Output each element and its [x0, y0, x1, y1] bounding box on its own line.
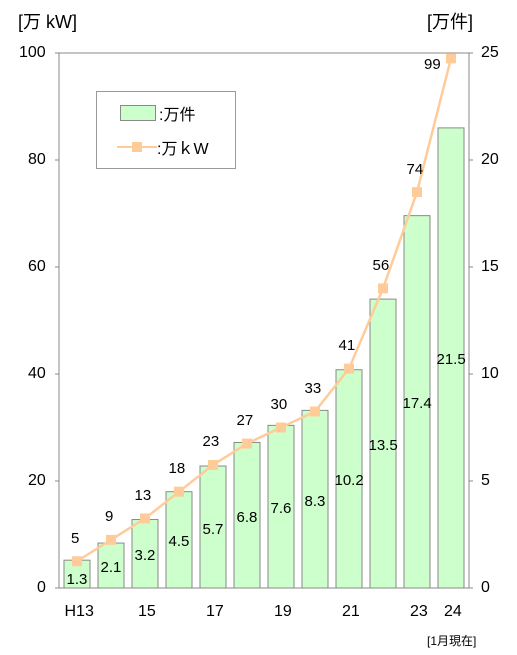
bar-value-label: 8.3 — [304, 492, 326, 510]
right-axis-tick-label: 0 — [481, 579, 490, 596]
legend: :万件 :万ｋW — [96, 91, 236, 169]
line-marker-8 — [344, 363, 354, 374]
line-marker-9 — [378, 283, 388, 294]
legend-item-line: :万ｋW — [97, 136, 209, 158]
bar-1 — [97, 542, 125, 589]
x-axis-tick-label: 21 — [342, 603, 360, 620]
line-marker-1 — [106, 534, 116, 545]
left-axis-tick-label: 60 — [28, 258, 46, 275]
line-value-label: 56 — [372, 256, 390, 274]
right-axis-tick-label: 15 — [481, 258, 499, 275]
line-value-label: 27 — [236, 412, 254, 430]
bar-value-label: 6.8 — [236, 508, 258, 526]
bar-10 — [403, 215, 431, 589]
line-value-label: 74 — [406, 160, 424, 178]
line-value-label: 33 — [304, 379, 322, 397]
line-marker-2 — [140, 513, 150, 524]
bar-9 — [369, 298, 397, 589]
x-axis-tick-label: 15 — [138, 603, 156, 620]
bar-value-label: 21.5 — [436, 351, 466, 369]
bar-value-label: 13.5 — [368, 437, 398, 455]
line-marker-6 — [276, 422, 286, 433]
bar-value-label: 3.2 — [134, 547, 156, 565]
right-axis-tick-label: 5 — [481, 472, 490, 489]
line-value-label: 9 — [105, 508, 114, 526]
x-axis-tick-label: 19 — [274, 603, 292, 620]
x-axis-tick-label: 24 — [444, 603, 462, 620]
line-marker-10 — [412, 187, 422, 198]
legend-line-label: :万ｋW — [157, 141, 209, 158]
line-marker-7 — [310, 406, 320, 417]
bar-11 — [437, 127, 465, 589]
bar-7 — [301, 409, 329, 589]
bar-value-label: 10.2 — [334, 472, 364, 490]
right-axis-tick-label: 20 — [481, 151, 499, 168]
left-axis-tick-label: 100 — [19, 44, 46, 61]
line-value-label: 18 — [168, 460, 186, 478]
legend-bar-label: :万件 — [159, 107, 196, 124]
right-axis-tick-label: 25 — [481, 44, 499, 61]
bar-6 — [267, 424, 295, 589]
line-value-label: 99 — [424, 55, 441, 73]
bar-value-label: 2.1 — [100, 559, 122, 577]
line-value-label: 13 — [134, 486, 152, 504]
right-axis-tick-label: 10 — [481, 365, 499, 382]
bar-value-label: 5.7 — [202, 520, 224, 538]
line-value-label: 30 — [270, 396, 288, 413]
left-axis-tick-label: 0 — [37, 579, 46, 596]
legend-item-bar: :万件 — [97, 102, 195, 124]
line-marker-4 — [208, 459, 218, 470]
bar-value-label: 7.6 — [270, 500, 292, 518]
right-axis-unit: [万件] — [427, 12, 474, 32]
left-axis-tick-label: 80 — [28, 151, 46, 168]
date-note: [1月現在] — [427, 634, 477, 648]
line-marker-0 — [72, 556, 82, 567]
bar-value-label: 1.3 — [66, 570, 88, 588]
bar-8 — [335, 369, 363, 589]
x-axis-tick-label: 17 — [206, 603, 224, 620]
line-value-label: 41 — [338, 337, 356, 355]
line-value-label: 5 — [71, 529, 80, 547]
line-value-label: 23 — [202, 433, 220, 451]
bar-value-label: 17.4 — [402, 395, 432, 413]
legend-line-swatch — [117, 142, 157, 152]
bar-value-label: 4.5 — [168, 533, 190, 551]
x-axis-tick-label: 23 — [410, 603, 428, 620]
bar-4 — [199, 465, 227, 589]
left-axis-unit: [万 kW] — [18, 12, 77, 32]
line-marker-5 — [242, 438, 252, 449]
line-marker-3 — [174, 486, 184, 497]
line-series — [76, 58, 453, 563]
bar-5 — [233, 441, 261, 589]
x-axis-tick-label: H13 — [64, 603, 94, 620]
left-axis-tick-label: 20 — [28, 472, 46, 489]
left-axis-tick-label: 40 — [28, 365, 46, 382]
legend-bar-swatch — [120, 105, 156, 121]
plot-area-frame — [58, 52, 470, 589]
line-marker-11 — [446, 53, 456, 64]
